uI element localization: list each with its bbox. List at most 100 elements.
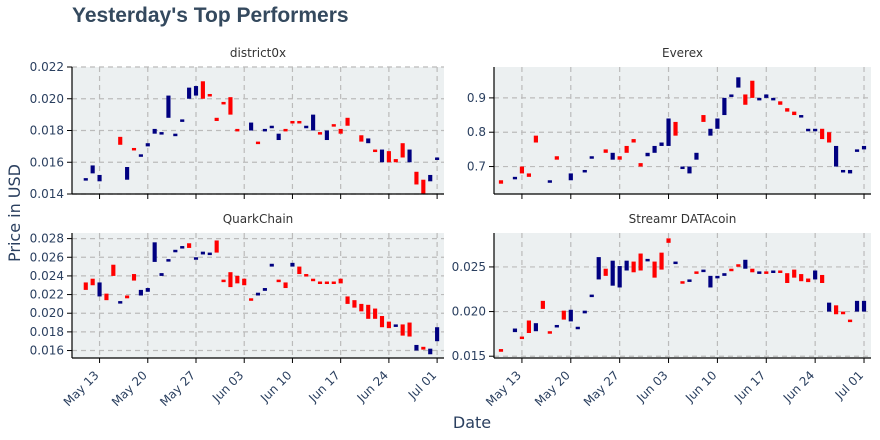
y-axis-label: Price in USD <box>5 164 24 262</box>
candle-quarkchain-2018-06-04 <box>249 298 254 301</box>
candle-streamr-datacoin-2018-05-20 <box>568 309 573 322</box>
candle-everex-2018-05-12 <box>512 176 518 180</box>
candle-streamr-datacoin-2018-05-15 <box>533 323 538 332</box>
x-tick-label: May 13 <box>483 368 524 409</box>
candle-quarkchain-2018-06-03 <box>242 278 247 286</box>
x-tick-label: May 20 <box>532 368 573 409</box>
candle-district0x-2018-06-14 <box>317 132 323 135</box>
candle-streamr-datacoin-2018-06-19 <box>778 270 783 273</box>
candle-streamr-datacoin-2018-05-26 <box>610 260 615 286</box>
candle-district0x-2018-06-27 <box>407 149 412 163</box>
candle-streamr-datacoin-2018-05-29 <box>631 261 636 273</box>
page-title: Yesterday's Top Performers <box>72 4 349 27</box>
candle-everex-2018-06-15 <box>750 80 755 98</box>
candle-district0x-2018-05-19 <box>138 154 143 157</box>
candle-everex-2018-06-05 <box>680 166 685 170</box>
candle-everex-2018-05-27 <box>617 156 622 160</box>
candle-quarkchain-2018-05-24 <box>173 249 178 253</box>
candle-quarkchain-2018-06-22 <box>373 308 378 319</box>
candle-streamr-datacoin-2018-05-30 <box>638 253 643 271</box>
candle-streamr-datacoin-2018-05-16 <box>540 300 545 309</box>
candle-district0x-2018-06-16 <box>331 124 336 127</box>
candle-everex-2018-06-25 <box>820 128 825 140</box>
y-tick-label: 0.020 <box>452 305 486 319</box>
candle-streamr-datacoin-2018-06-21 <box>792 269 797 278</box>
candle-streamr-datacoin-2018-06-13 <box>736 264 741 267</box>
x-tick-label: Jul 01 <box>832 368 866 402</box>
candle-quarkchain-2018-06-01 <box>228 272 233 288</box>
candle-everex-2018-05-29 <box>631 139 636 143</box>
candle-everex-2018-05-15 <box>533 135 538 143</box>
candle-district0x-2018-05-24 <box>173 133 178 137</box>
candle-everex-2018-05-10 <box>498 180 504 184</box>
candle-everex-2018-05-20 <box>568 173 573 181</box>
x-tick-label: Jun 17 <box>731 368 768 405</box>
candle-quarkchain-2018-06-18 <box>345 296 350 304</box>
candle-everex-2018-06-07 <box>694 152 699 160</box>
candle-quarkchain-2018-06-11 <box>297 266 302 275</box>
y-tick-label: 0.025 <box>452 260 486 274</box>
panel-district0x: district0x 0.014 0.016 0.018 0.020 0.022 <box>30 46 444 201</box>
candle-streamr-datacoin-2018-06-25 <box>820 274 825 283</box>
candle-everex-2018-06-16 <box>757 97 762 101</box>
candle-district0x-2018-06-18 <box>345 117 350 126</box>
candle-streamr-datacoin-2018-06-15 <box>750 268 755 273</box>
candle-district0x-2018-06-22 <box>373 149 378 153</box>
candle-district0x-2018-05-21 <box>152 128 157 134</box>
candle-streamr-datacoin-2018-06-17 <box>764 271 769 274</box>
candle-quarkchain-2018-06-20 <box>359 303 364 312</box>
candle-everex-2018-06-27 <box>833 145 839 167</box>
candle-everex-2018-06-22 <box>799 115 804 118</box>
candle-everex-2018-06-01 <box>652 145 657 153</box>
candle-district0x-2018-06-05 <box>255 141 261 145</box>
candle-district0x-2018-05-28 <box>200 81 205 99</box>
candle-everex-2018-06-11 <box>722 97 727 116</box>
y-tick-label: 0.022 <box>30 60 64 74</box>
candle-district0x-2018-05-17 <box>125 167 130 180</box>
y-tick-label: 0.026 <box>30 250 64 264</box>
candle-streamr-datacoin-2018-05-28 <box>624 260 629 271</box>
candle-everex-2018-06-12 <box>729 94 734 97</box>
candle-streamr-datacoin-2018-05-25 <box>603 268 608 276</box>
candle-quarkchain-2018-06-10 <box>290 262 295 267</box>
candle-quarkchain-2018-06-24 <box>386 321 391 329</box>
candle-streamr-datacoin-2018-06-22 <box>799 274 804 282</box>
candle-district0x-2018-06-06 <box>262 128 267 132</box>
candle-streamr-datacoin-2018-06-26 <box>827 302 832 312</box>
y-tick-label: 0.022 <box>30 288 64 302</box>
candle-quarkchain-2018-06-15 <box>324 281 329 285</box>
y-tick-label: 0.7 <box>467 160 486 174</box>
candle-quarkchain-2018-05-20 <box>145 288 150 292</box>
candle-everex-2018-06-28 <box>840 169 846 173</box>
candle-quarkchain-2018-06-29 <box>421 346 426 350</box>
candle-district0x-2018-05-25 <box>180 119 185 122</box>
candle-quarkchain-2018-06-14 <box>317 281 323 285</box>
candle-quarkchain-2018-06-23 <box>379 316 385 328</box>
x-tick-label: May 27 <box>157 368 198 409</box>
candle-quarkchain-2018-06-21 <box>366 304 371 319</box>
candle-everex-2018-06-24 <box>813 128 818 132</box>
candle-everex-2018-05-25 <box>603 149 608 153</box>
candle-district0x-2018-06-28 <box>414 171 419 185</box>
candle-streamr-datacoin-2018-06-14 <box>743 259 748 269</box>
candle-district0x-2018-06-25 <box>393 159 398 163</box>
candle-everex-2018-06-09 <box>708 128 713 136</box>
candle-quarkchain-2018-06-08 <box>276 279 281 283</box>
x-tick-label: May 13 <box>61 368 102 409</box>
candle-streamr-datacoin-2018-06-16 <box>757 271 762 274</box>
candle-streamr-datacoin-2018-06-23 <box>806 278 811 283</box>
candle-district0x-2018-05-11 <box>83 178 88 181</box>
candle-streamr-datacoin-2018-06-24 <box>813 270 818 280</box>
candle-everex-2018-05-22 <box>582 169 587 173</box>
x-axis-label: Date <box>453 413 491 432</box>
candle-everex-2018-06-30 <box>854 149 860 152</box>
candle-streamr-datacoin-2018-06-07 <box>694 271 699 274</box>
x-tick-label: May 20 <box>109 368 150 409</box>
candle-streamr-datacoin-2018-05-18 <box>554 324 559 328</box>
y-tick-label: 0.016 <box>30 155 64 169</box>
candle-streamr-datacoin-2018-06-04 <box>673 261 678 265</box>
candle-streamr-datacoin-2018-06-11 <box>722 273 727 276</box>
candle-district0x-2018-06-20 <box>359 135 364 142</box>
candle-district0x-2018-05-30 <box>214 117 219 121</box>
